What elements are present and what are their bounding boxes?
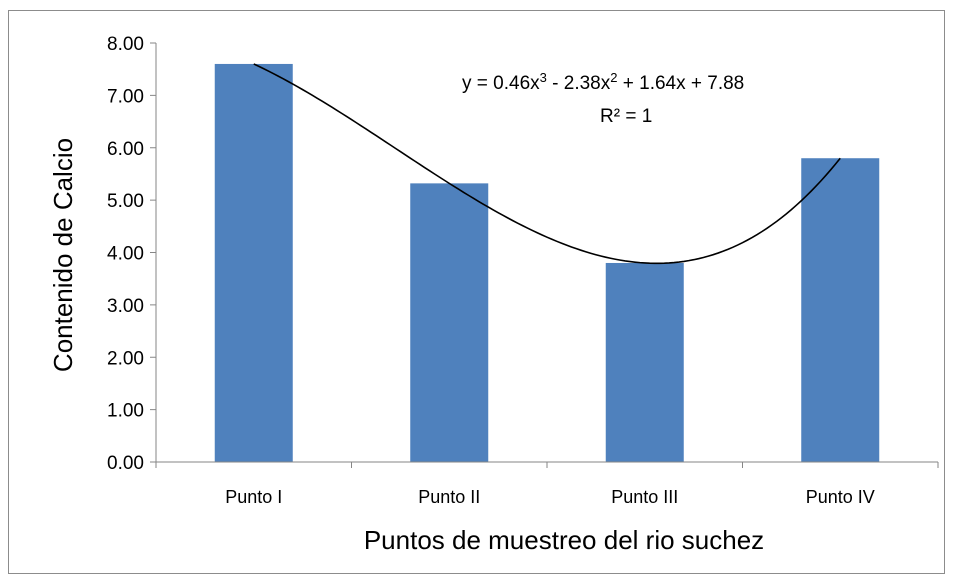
x-category-label: Punto I	[225, 487, 282, 507]
y-tick-label: 8.00	[107, 34, 144, 55]
x-category-label: Punto IV	[806, 487, 875, 507]
y-axis-title: Contenido de Calcio	[48, 138, 78, 372]
trendline-equation: y = 0.46x3 - 2.38x2 + 1.64x + 7.88	[462, 70, 744, 94]
bar-2	[410, 183, 489, 463]
y-tick-label: 0.00	[107, 453, 144, 474]
y-tick-label: 7.00	[107, 86, 144, 107]
y-tick-label: 6.00	[107, 139, 144, 160]
y-tick-label: 2.00	[107, 348, 144, 369]
trendline	[253, 63, 841, 265]
y-tick-label: 1.00	[107, 401, 144, 422]
bar-3	[605, 262, 684, 462]
r-squared-label: R² = 1	[600, 106, 652, 127]
x-axis-title: Puntos de muestreo del rio suchez	[364, 525, 764, 555]
x-category-label: Punto III	[611, 487, 678, 507]
y-tick-label: 5.00	[107, 191, 144, 212]
bar-4	[801, 158, 880, 462]
x-category-label: Punto II	[418, 487, 480, 507]
bar-1	[214, 63, 293, 462]
y-tick-label: 4.00	[107, 244, 144, 265]
y-tick-label: 3.00	[107, 296, 144, 317]
